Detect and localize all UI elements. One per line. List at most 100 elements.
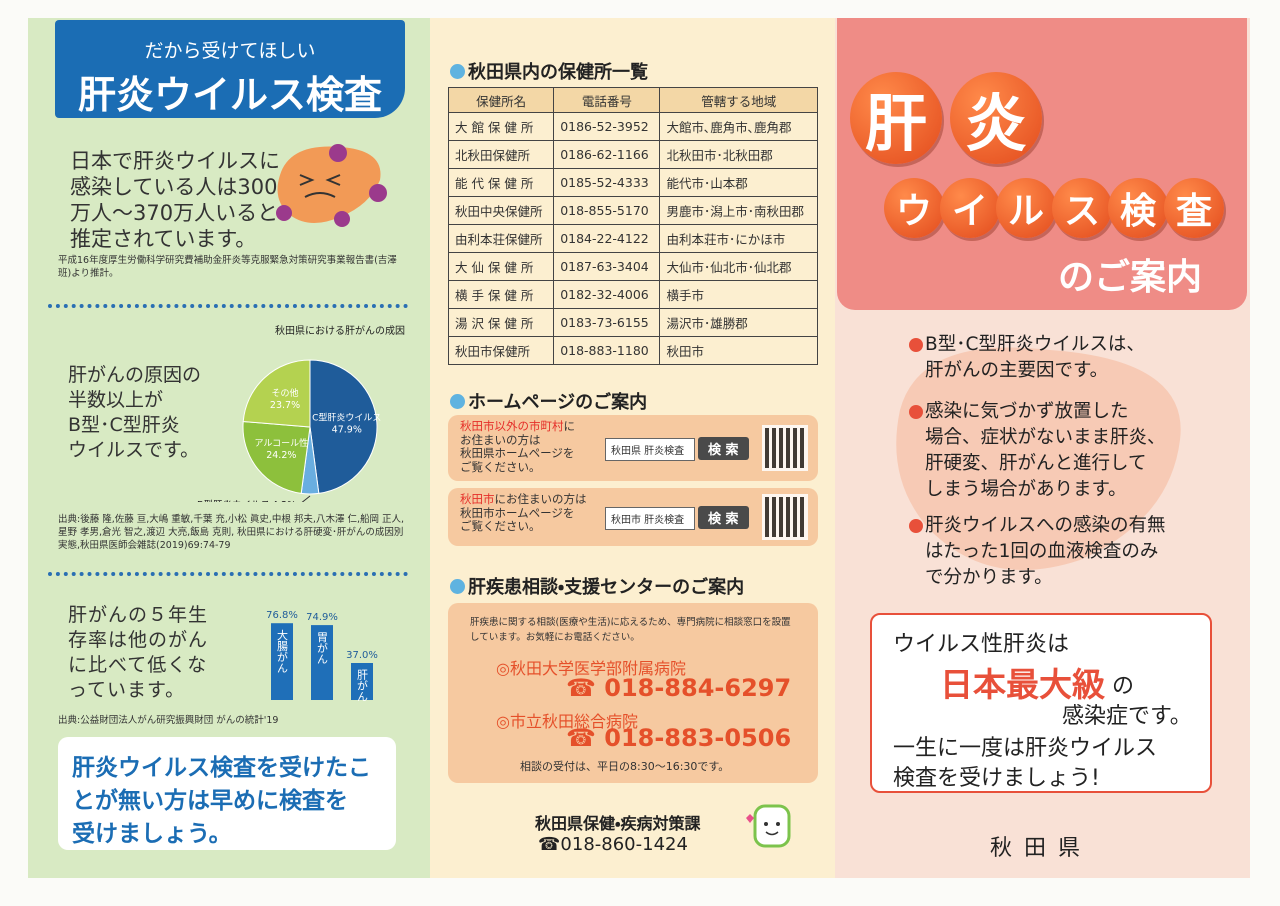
table-cell: 由利本荘市･にかほ市 <box>659 224 818 253</box>
title-char: ウ <box>884 178 944 238</box>
intro-line: 推定されています。 <box>70 227 257 251</box>
title-char: ル <box>996 178 1056 238</box>
column-header: 電話番号 <box>553 87 661 113</box>
bullet: B型･C型肝炎ウイルスは、 肝がんの主要因です。 <box>909 332 1145 384</box>
message-box <box>870 613 1212 793</box>
bullet-line: 感染に気づかず放置した <box>925 401 1129 422</box>
title-char: 炎 <box>950 72 1042 164</box>
cause-line: 肝がんの原因の <box>68 364 202 386</box>
table-cell: 018-883-1180 <box>553 336 661 365</box>
box-line: の <box>1112 674 1135 699</box>
table-header-row: 保健所名 電話番号 管轄する地域 <box>447 87 818 113</box>
box-emphasis: 日本最大級 <box>940 665 1105 704</box>
callout-line: とが無い方は早めに検査を <box>72 788 348 814</box>
table-row: 由利本荘保健所 0184-22-4122 由利本荘市･にかほ市 <box>447 224 818 253</box>
table-row: 北秋田保健所 0186-62-1166 北秋田市･北秋田郡 <box>447 140 818 169</box>
support-note: 相談の受付は、平日の8:30〜16:30です。 <box>520 760 730 773</box>
table-cell: 0183-73-6155 <box>553 308 661 337</box>
table-cell: 能 代 保 健 所 <box>447 168 555 197</box>
bar <box>311 625 333 700</box>
callout-box <box>58 737 396 850</box>
cause-line: ウイルスです。 <box>68 439 200 461</box>
search-button: 検 索 <box>698 437 749 460</box>
callout-line: 受けましょう。 <box>72 821 232 847</box>
title-char: 検 <box>1108 178 1168 238</box>
bullet-line: B型･C型肝炎ウイルスは、 <box>925 334 1145 355</box>
table-cell: 大 仙 保 健 所 <box>447 252 555 281</box>
box-line: ウイルス性肝炎は <box>893 632 1070 657</box>
bullet: 感染に気づかず放置した 場合、症状がないまま肝炎、 肝硬変、肝がんと進行して し… <box>909 399 1166 503</box>
search-box: 秋田県 肝炎検査 <box>605 438 695 461</box>
table-cell: 0182-32-4006 <box>553 280 661 309</box>
bar-value-label: 37.0% <box>346 650 378 661</box>
homepage-line: 秋田市ホームページを <box>460 505 575 520</box>
leader-line <box>301 495 311 502</box>
table-cell: 横 手 保 健 所 <box>447 280 555 309</box>
divider <box>48 572 408 576</box>
callout-line: 肝炎ウイルス検査を受けたこ <box>72 755 371 781</box>
homepage-line: ご覧ください。 <box>460 519 541 533</box>
intro-line: 万人〜370万人いると <box>70 201 279 225</box>
banner <box>55 20 405 118</box>
title-char: 肝 <box>850 72 942 164</box>
support-box <box>448 603 818 783</box>
intro-line: 感染している人は300 <box>70 175 278 199</box>
bullet-line: で分かります。 <box>925 567 1053 588</box>
title-char: 査 <box>1164 178 1224 238</box>
office-table: 保健所名 電話番号 管轄する地域大 館 保 健 所 0186-52-3952 大館市､鹿… <box>447 87 818 365</box>
highlight: 秋田市以外の市町村 <box>460 419 564 433</box>
table-cell: 0187-63-3404 <box>553 252 661 281</box>
table-cell: 北秋田市･北秋田郡 <box>659 140 818 169</box>
survival-line: に比べて低くな <box>68 654 208 676</box>
box-line: 検査を受けましょう! <box>893 766 1100 791</box>
table-row: 大 仙 保 健 所 0187-63-3404 大仙市･仙北市･仙北郡 <box>447 252 818 281</box>
bullet-line: 肝炎ウイルスへの感染の有無 <box>925 515 1166 536</box>
bar-chart: 76.8% 大腸がん 74.9% 胃がん 37.0% 肝がん <box>266 610 378 702</box>
chart-title: 秋田県における肝がんの成因 <box>275 324 405 337</box>
hospital-name: ◎市立秋田総合病院 <box>496 712 638 731</box>
pie-slice <box>309 359 378 494</box>
cause-source: 出典:後藤 隆,佐藤 亘,大嶋 重敏,千葉 充,小松 眞史,中根 邦夫,八木澤 … <box>58 514 405 551</box>
table-cell: 湯 沢 保 健 所 <box>447 308 555 337</box>
table-cell: 0186-62-1166 <box>553 140 661 169</box>
liver-illustration <box>276 144 387 227</box>
table-row: 横 手 保 健 所 0182-32-4006 横手市 <box>447 280 818 309</box>
homepage-line: に <box>563 419 576 433</box>
table-cell: 北秋田保健所 <box>447 140 555 169</box>
column-header: 保健所名 <box>447 87 555 113</box>
title-char: ス <box>1052 178 1112 238</box>
homepage-line: ご覧ください。 <box>460 459 541 474</box>
banner-title: 肝炎ウイルス検査 <box>77 73 382 117</box>
intro-note: 平成16年度厚生労働科学研究費補助金肝炎等克服緊急対策研究事業報告書(吉澤班)よ… <box>58 255 397 279</box>
liver-background <box>896 347 1181 570</box>
hospital-phone: ☎ 018-883-0506 <box>566 724 792 752</box>
cause-line: 半数以上が <box>68 389 164 411</box>
slice-label: その他 <box>272 387 299 399</box>
bar <box>351 663 373 700</box>
mascot <box>746 804 791 848</box>
slice-label: C型肝炎ウイルス <box>312 413 381 424</box>
bullet-line: しまう場合があります。 <box>925 479 1127 500</box>
table-cell: 0185-52-4333 <box>553 168 661 197</box>
highlight: 秋田市 <box>460 492 495 506</box>
table-cell: 由利本荘保健所 <box>447 224 555 253</box>
table-cell: 大 館 保 健 所 <box>447 112 555 141</box>
bullet-line: 肝硬変、肝がんと進行して <box>925 453 1147 474</box>
slice-label: B型肝炎ウイルス <box>197 500 270 502</box>
search-box: 秋田市 肝炎検査 <box>605 507 695 530</box>
qr-code <box>762 425 808 471</box>
table-cell: 0186-52-3952 <box>553 112 661 141</box>
section-heading: 秋田県内の保健所一覧 <box>450 58 648 84</box>
homepage-text: 秋田市にお住まいの方は 秋田市ホームページを ご覧ください。 <box>460 492 610 534</box>
pie-slice <box>242 420 311 494</box>
table-cell: 湯沢市･雄勝郡 <box>659 308 818 337</box>
hospital-name: ◎秋田大学医学部附属病院 <box>496 659 686 678</box>
bar-category: 肝がん <box>356 669 369 702</box>
bullet-line: 場合、症状がないまま肝炎、 <box>925 427 1166 448</box>
slice-label: アルコール性 <box>254 437 308 449</box>
section-heading: ホームページのご案内 <box>450 388 647 414</box>
survival-line: 肝がんの５年生 <box>68 604 209 626</box>
divider <box>48 304 408 308</box>
table-cell: 男鹿市･潟上市･南秋田郡 <box>659 196 818 225</box>
homepage-line: にお住まいの方は <box>494 492 587 506</box>
